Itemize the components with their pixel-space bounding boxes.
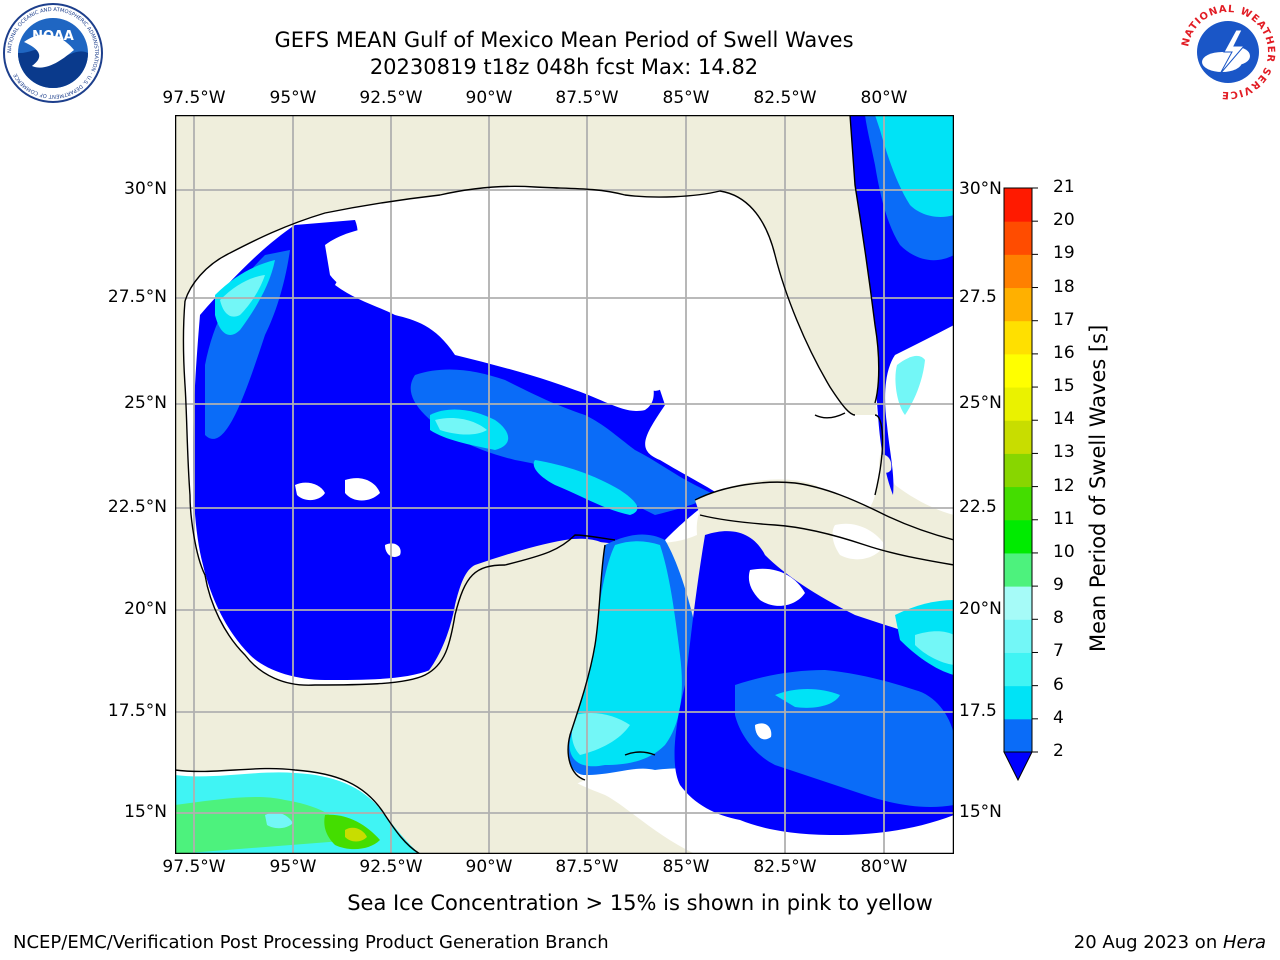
lon-tick-top: 92.5°W xyxy=(359,88,423,108)
swell-contour xyxy=(895,355,925,415)
lon-tick-top: 85°W xyxy=(662,88,710,108)
svg-text:NOAA: NOAA xyxy=(32,29,74,44)
colorbar-segment xyxy=(1004,188,1032,222)
lon-tick-top: 87.5°W xyxy=(555,88,619,108)
lat-tick-right: 15°N xyxy=(959,802,1002,822)
colorbar-tick-label: 2 xyxy=(1053,741,1064,761)
colorbar-tick-label: 17 xyxy=(1053,309,1075,330)
lon-tick-bottom: 97.5°W xyxy=(162,857,226,877)
colorbar-tick-label: 21 xyxy=(1053,177,1075,197)
colorbar-segment xyxy=(1004,586,1032,620)
colorbar-tick-label: 20 xyxy=(1053,210,1075,231)
colorbar-tick-label: 9 xyxy=(1053,575,1064,596)
colorbar-tick-label: 15 xyxy=(1053,376,1075,397)
map-gridlines xyxy=(175,115,954,854)
colorbar-segment xyxy=(1004,519,1032,554)
colorbar-segment xyxy=(1004,486,1032,521)
swell-contour xyxy=(175,797,355,854)
colorbar-segment xyxy=(1004,552,1032,587)
swell-contour xyxy=(735,670,954,807)
colorbar-tick-label: 19 xyxy=(1053,243,1075,264)
swell-contour xyxy=(410,369,715,515)
noaa-logo: NATIONAL OCEANIC AND ATMOSPHERIC ADMINIS… xyxy=(3,3,103,103)
map-plot-area xyxy=(175,115,954,854)
colorbar-segment xyxy=(1004,718,1032,753)
lat-tick-left: 15°N xyxy=(124,802,167,822)
lon-tick-top: 82.5°W xyxy=(753,88,817,108)
colorbar-tick-label: 14 xyxy=(1053,409,1075,430)
lat-tick-right: 30°N xyxy=(959,179,1002,199)
lon-tick-bottom: 90°W xyxy=(465,857,513,877)
colorbar-segment xyxy=(1004,387,1032,421)
colorbar-tick-label: 16 xyxy=(1053,342,1075,363)
colorbar-frame xyxy=(1003,187,1033,753)
footer-date: 20 Aug 2023 on Hera xyxy=(1074,932,1266,953)
colorbar-tick-label: 11 xyxy=(1053,508,1075,529)
lat-tick-right: 25°N xyxy=(959,393,1002,413)
lat-tick-right: 20°N xyxy=(959,599,1002,619)
colorbar-segment xyxy=(1004,685,1032,720)
swell-contour xyxy=(533,460,638,515)
colorbar-segment xyxy=(1004,254,1032,289)
sea-ice-caption: Sea Ice Concentration > 15% is shown in … xyxy=(347,891,933,915)
colorbar-tick-label: 4 xyxy=(1053,707,1064,728)
swell-contour xyxy=(193,220,720,680)
footer-date-text: 20 Aug 2023 on xyxy=(1073,932,1223,953)
colorbar-title: Mean Period of Swell Waves [s] xyxy=(1086,324,1110,652)
lat-tick-left: 25°N xyxy=(124,393,167,413)
colorbar-segment xyxy=(1004,287,1032,322)
colorbar-tick-label: 18 xyxy=(1053,276,1075,297)
lon-tick-bottom: 92.5°W xyxy=(359,857,423,877)
colorbar-tick-label: 6 xyxy=(1053,674,1064,695)
swell-contour xyxy=(265,812,293,829)
lat-tick-left: 22.5°N xyxy=(107,497,167,517)
lat-tick-left: 20°N xyxy=(124,599,167,619)
colorbar-segment xyxy=(1004,420,1032,454)
colorbar-segment xyxy=(1004,221,1032,255)
colorbar-segment xyxy=(1004,619,1032,653)
colorbar-tick-label: 8 xyxy=(1053,608,1064,629)
colorbar-tick-label: 13 xyxy=(1053,442,1075,463)
lon-tick-top: 97.5°W xyxy=(162,88,226,108)
swell-contour xyxy=(775,689,840,708)
lon-tick-bottom: 85°W xyxy=(662,857,710,877)
lat-tick-right: 17.5 xyxy=(959,701,997,721)
lon-tick-bottom: 95°W xyxy=(269,857,317,877)
coastlines xyxy=(175,115,954,854)
lon-tick-top: 95°W xyxy=(269,88,317,108)
lat-tick-left: 17.5°N xyxy=(107,701,167,721)
lon-tick-bottom: 87.5°W xyxy=(555,857,619,877)
cuba xyxy=(695,482,954,565)
map-frame xyxy=(175,115,954,854)
lon-tick-top: 90°W xyxy=(465,88,513,108)
footer-credit: NCEP/EMC/Verification Post Processing Pr… xyxy=(13,932,609,953)
lon-tick-bottom: 80°W xyxy=(860,857,908,877)
colorbar-tick-label: 10 xyxy=(1053,541,1075,562)
yucatan-peninsula xyxy=(305,538,605,854)
lat-tick-left: 30°N xyxy=(124,179,167,199)
chart-subtitle: 20230819 t18z 048h fcst Max: 14.82 xyxy=(369,55,759,79)
lon-tick-bottom: 82.5°W xyxy=(753,857,817,877)
swell-contour xyxy=(435,418,487,435)
colorbar-segment xyxy=(1004,353,1032,388)
lat-tick-right: 27.5 xyxy=(959,287,997,307)
lon-tick-top: 80°W xyxy=(860,88,908,108)
chart-title: GEFS MEAN Gulf of Mexico Mean Period of … xyxy=(274,28,854,52)
colorbar-segment xyxy=(1004,453,1032,488)
colorbar-segment xyxy=(1004,652,1032,687)
lat-tick-left: 27.5°N xyxy=(107,287,167,307)
nws-logo: NATIONAL WEATHER SERVICE xyxy=(1179,3,1277,101)
colorbar-tick-label: 7 xyxy=(1053,641,1064,662)
colorbar xyxy=(1003,187,1038,782)
colorbar-tick-label: 12 xyxy=(1053,475,1075,496)
swell-contour xyxy=(875,115,954,217)
lat-tick-right: 22.5 xyxy=(959,497,997,517)
swell-contour xyxy=(345,827,367,842)
colorbar-segment xyxy=(1004,320,1032,355)
swell-contour xyxy=(915,631,954,665)
colorbar-under-triangle xyxy=(1003,751,1033,782)
footer-host: Hera xyxy=(1222,932,1266,953)
swell-contour xyxy=(569,541,682,767)
swell-contour xyxy=(220,275,265,317)
